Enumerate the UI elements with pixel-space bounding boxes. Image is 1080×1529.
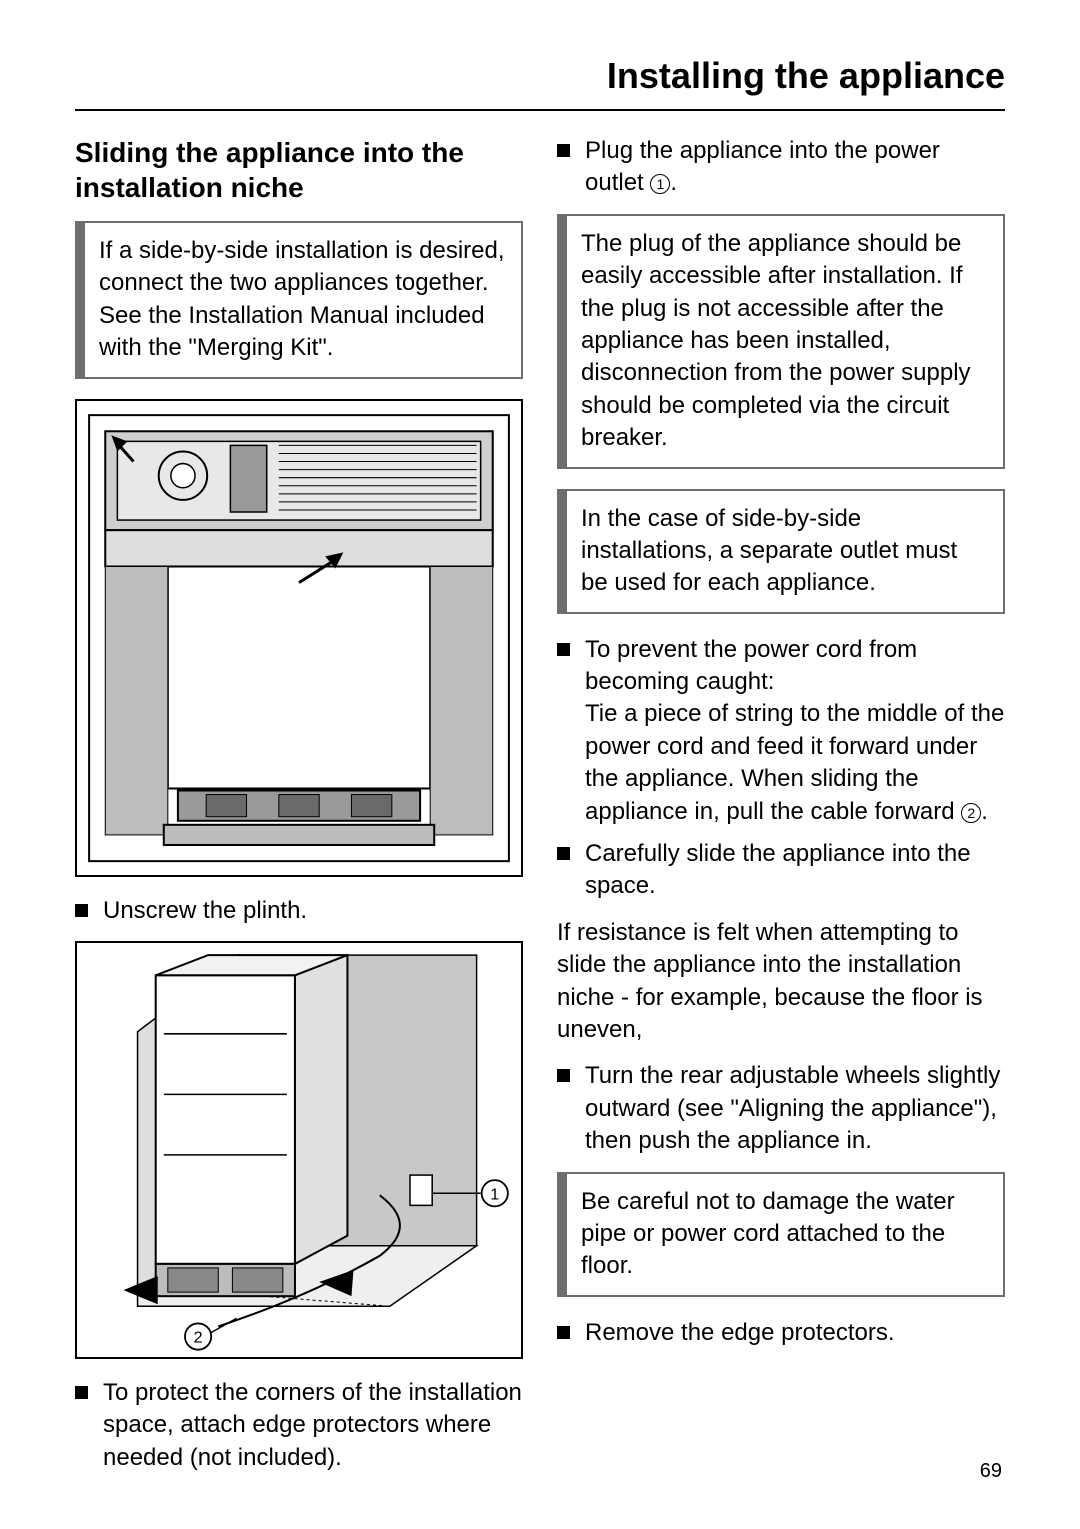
left-column: Sliding the appliance into the installat… — [75, 135, 523, 1488]
manual-page: Installing the appliance Sliding the app… — [0, 0, 1080, 1529]
bullet-list-right-4: Remove the edge protectors. — [557, 1317, 1005, 1349]
plug-text: Plug the appliance into the power outlet — [585, 137, 940, 196]
two-column-layout: Sliding the appliance into the installat… — [75, 135, 1005, 1488]
figure-slide-in: 1 2 — [75, 941, 523, 1359]
bullet-power-cord: To prevent the power cord from becoming … — [557, 634, 1005, 828]
slide-in-svg: 1 2 — [77, 943, 521, 1357]
period-1: . — [670, 169, 677, 196]
callout-water-pipe: Be careful not to damage the water pipe … — [557, 1172, 1005, 1297]
para-resistance: If resistance is felt when attempting to… — [557, 917, 1005, 1047]
bullet-list-right-3: Turn the rear adjustable wheels slightly… — [557, 1060, 1005, 1157]
bullet-list-right-1: Plug the appliance into the power outlet… — [557, 135, 1005, 200]
bullet-list-right-2: To prevent the power cord from becoming … — [557, 634, 1005, 903]
ref-circle-1: 1 — [650, 174, 670, 194]
page-title: Installing the appliance — [75, 55, 1005, 111]
bullet-slide-appliance: Carefully slide the appliance into the s… — [557, 838, 1005, 903]
bullet-unscrew-plinth: Unscrew the plinth. — [75, 895, 523, 927]
section-heading: Sliding the appliance into the installat… — [75, 135, 523, 205]
svg-text:2: 2 — [194, 1329, 203, 1347]
bullet-edge-protectors: To protect the corners of the installati… — [75, 1377, 523, 1474]
bullet-adjustable-wheels: Turn the rear adjustable wheels slightly… — [557, 1060, 1005, 1157]
callout-separate-outlet: In the case of side-by-side installation… — [557, 489, 1005, 614]
bullet-remove-protectors: Remove the edge protectors. — [557, 1317, 1005, 1349]
period-2: . — [981, 798, 988, 825]
page-number: 69 — [980, 1460, 1002, 1483]
bullet-list-left-2: To protect the corners of the installati… — [75, 1377, 523, 1474]
callout-plug-accessibility: The plug of the appliance should be easi… — [557, 214, 1005, 469]
svg-text:1: 1 — [490, 1186, 499, 1204]
ref-circle-2: 2 — [961, 803, 981, 823]
figure-plinth — [75, 399, 523, 877]
bullet-plug-appliance: Plug the appliance into the power outlet… — [557, 135, 1005, 200]
plinth-svg — [77, 401, 521, 875]
cord-text: To prevent the power cord from becoming … — [585, 636, 1004, 825]
bullet-list-left-1: Unscrew the plinth. — [75, 895, 523, 927]
right-column: Plug the appliance into the power outlet… — [557, 135, 1005, 1488]
callout-merging-kit: If a side-by-side installation is desire… — [75, 221, 523, 379]
